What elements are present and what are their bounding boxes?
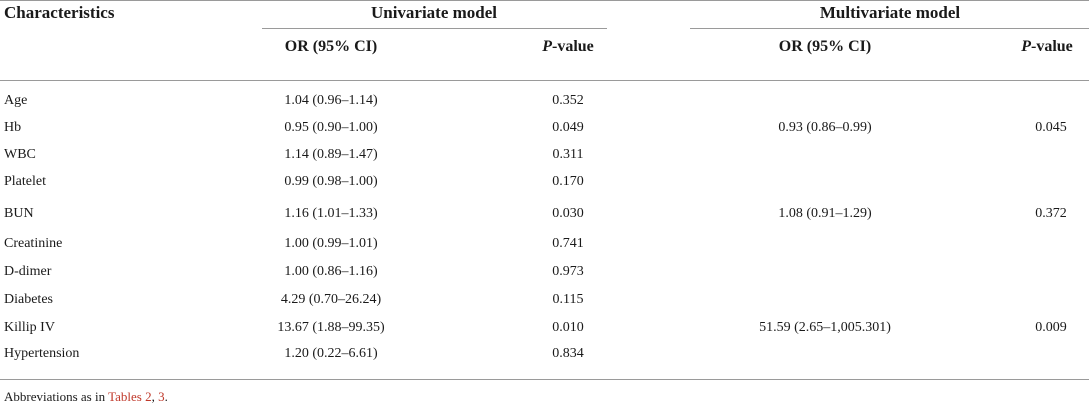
table-bottom-rule	[0, 379, 1089, 380]
row-characteristic: Killip IV	[4, 320, 55, 335]
subheader-multi-or: OR (95% CI)	[778, 38, 872, 55]
multivariate-group-rule	[690, 28, 1089, 29]
header-multivariate: Multivariate model	[819, 3, 961, 22]
footnote-separator: ,	[151, 389, 159, 404]
row-multi-or: 0.93 (0.86–0.99)	[778, 120, 872, 135]
row-uni-p: 0.010	[552, 320, 584, 335]
row-uni-or: 0.99 (0.98–1.00)	[284, 174, 378, 189]
row-uni-p: 0.115	[552, 292, 584, 307]
footnote-link-tables-2[interactable]: Tables 2	[108, 389, 152, 404]
row-characteristic: Creatinine	[4, 236, 63, 251]
row-uni-or: 1.04 (0.96–1.14)	[284, 93, 378, 108]
row-uni-or: 1.20 (0.22–6.61)	[284, 346, 378, 361]
row-characteristic: Platelet	[4, 174, 46, 189]
footnote-suffix: .	[164, 389, 168, 404]
row-multi-p: 0.372	[1035, 206, 1067, 221]
row-uni-p: 0.741	[552, 236, 584, 251]
row-characteristic: Hb	[4, 120, 22, 135]
row-uni-or: 4.29 (0.70–26.24)	[280, 292, 382, 307]
header-bottom-rule	[0, 80, 1089, 81]
row-characteristic: Diabetes	[4, 292, 53, 307]
footnote-link-table-3[interactable]: 3	[158, 389, 165, 404]
row-uni-p: 0.311	[552, 147, 584, 162]
row-uni-p: 0.030	[552, 206, 584, 221]
row-uni-or: 13.67 (1.88–99.35)	[277, 320, 385, 335]
row-uni-p: 0.834	[552, 346, 584, 361]
table-footnote: Abbreviations as in Tables 2, 3.	[4, 389, 168, 405]
row-multi-or: 51.59 (2.65–1,005.301)	[759, 320, 891, 335]
row-uni-p: 0.973	[552, 264, 584, 279]
row-uni-p: 0.352	[552, 93, 584, 108]
row-uni-or: 1.16 (1.01–1.33)	[284, 206, 378, 221]
row-uni-or: 0.95 (0.90–1.00)	[284, 120, 378, 135]
row-uni-or: 1.00 (0.99–1.01)	[284, 236, 378, 251]
row-characteristic: D-dimer	[4, 264, 52, 279]
row-multi-p: 0.045	[1035, 120, 1067, 135]
row-multi-p: 0.009	[1035, 320, 1067, 335]
row-characteristic: WBC	[4, 147, 36, 162]
row-uni-or: 1.14 (0.89–1.47)	[284, 147, 378, 162]
footnote-prefix: Abbreviations as in	[4, 389, 109, 404]
row-characteristic: Hypertension	[4, 346, 80, 361]
header-univariate: Univariate model	[370, 3, 498, 22]
row-uni-p: 0.170	[552, 174, 584, 189]
header-characteristics: Characteristics	[4, 3, 115, 22]
subheader-uni-or: OR (95% CI)	[284, 38, 378, 55]
row-uni-or: 1.00 (0.86–1.16)	[284, 264, 378, 279]
row-characteristic: BUN	[4, 206, 34, 221]
row-multi-or: 1.08 (0.91–1.29)	[778, 206, 872, 221]
univariate-group-rule	[262, 28, 607, 29]
subheader-uni-pvalue: P-value	[542, 38, 594, 55]
row-characteristic: Age	[4, 93, 28, 108]
subheader-multi-pvalue: P-value	[1021, 38, 1073, 55]
row-uni-p: 0.049	[552, 120, 584, 135]
top-rule	[0, 0, 1089, 1]
